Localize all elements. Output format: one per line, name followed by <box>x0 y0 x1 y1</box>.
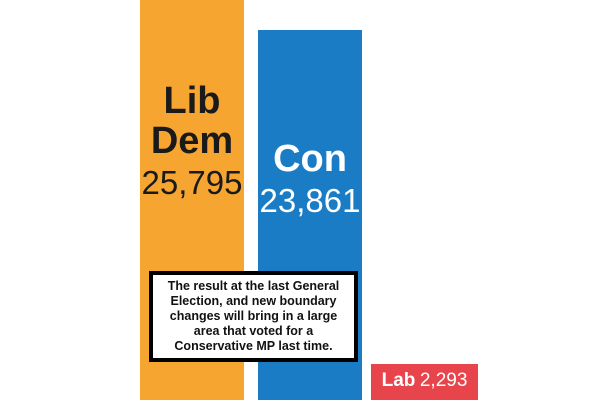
bar-label-lab: Lab 2,293 <box>371 370 478 392</box>
party-name-lab: Lab <box>381 370 416 392</box>
bar-lab: Lab 2,293 <box>371 364 478 400</box>
value-label-lib-dem: 25,795 <box>141 164 243 201</box>
annotation-box: The result at the last General Election,… <box>149 271 358 362</box>
value-label-lab: 2,293 <box>419 370 468 392</box>
party-name-lib: Lib <box>163 80 221 122</box>
party-name-con: Con <box>273 137 347 180</box>
party-name-dem: Dem <box>150 120 234 162</box>
value-label-con: 23,861 <box>259 181 361 219</box>
bar-label-con: Con 23,861 <box>258 140 362 217</box>
bar-label-lib-dem: Lib Dem 25,795 <box>140 82 244 199</box>
